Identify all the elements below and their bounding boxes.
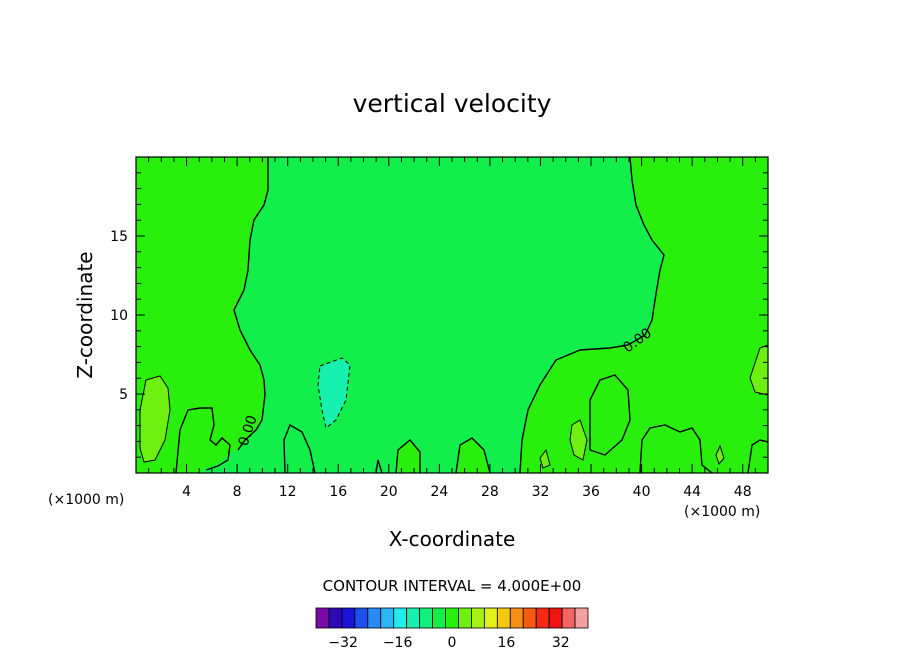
x-tick-label: 20 [380, 484, 398, 500]
colorbar-tick-label: −16 [383, 635, 413, 651]
x-tick-label: 24 [430, 484, 448, 500]
region-negative-bottom-3 [456, 438, 490, 473]
colorbar-swatch [483, 607, 498, 629]
colorbar-swatch [445, 607, 459, 629]
contour-strong-1 [139, 375, 171, 463]
x-tick-label: 40 [633, 484, 651, 500]
colorbar-swatch [354, 607, 369, 629]
region-negative [318, 358, 350, 428]
region-negative-bottom-4 [590, 375, 630, 455]
contour-right [519, 157, 665, 473]
x-tick-label: 44 [683, 484, 701, 500]
region-positive-strong-2 [750, 345, 768, 395]
x-tick-label: 48 [734, 484, 752, 500]
colorbar-swatch [522, 607, 537, 629]
colorbar-swatch [393, 607, 408, 629]
y-tick-labels: 5 10 15 [110, 229, 128, 403]
colorbar-tick-label: −32 [328, 635, 358, 651]
region-small-1 [570, 420, 587, 460]
contour-interval-text: CONTOUR INTERVAL = 4.000E+00 [323, 577, 582, 595]
contour-bottom-8 [375, 459, 383, 473]
x-tick-label: 36 [582, 484, 600, 500]
y-tick-label: 10 [110, 308, 128, 324]
contour-bottom-5 [175, 407, 231, 473]
y-axis-label: Z-coordinate [73, 251, 97, 378]
colorbar-swatch [471, 607, 485, 629]
region-small-2 [540, 450, 550, 468]
colorbar-swatch [406, 607, 421, 629]
colorbar-swatch [458, 607, 472, 629]
colorbar-swatch [496, 607, 511, 629]
colorbar-swatch [315, 607, 330, 629]
chart-title: vertical velocity [353, 89, 552, 118]
colorbar-swatch [561, 607, 576, 629]
x-tick-label: 28 [481, 484, 499, 500]
x-tick-label: 16 [329, 484, 347, 500]
region-negative-bottom-2 [396, 440, 420, 473]
x-unit-left: (×1000 m) [48, 492, 124, 508]
contour-small-2 [715, 444, 725, 466]
contour-bottom-3 [455, 437, 491, 473]
region-positive-right [520, 157, 768, 473]
colorbar-tick-label: 0 [448, 635, 457, 651]
contour-small-1 [569, 419, 588, 461]
x-tick-label: 12 [279, 484, 297, 500]
contour-bottom-4 [589, 374, 631, 456]
colorbar-swatch [380, 607, 395, 629]
contour-left [233, 157, 269, 451]
x-unit-right: (×1000 m) [684, 504, 760, 520]
colorbar-swatch [535, 607, 550, 629]
contour-negative [317, 357, 351, 429]
x-tick-label: 4 [182, 484, 191, 500]
region-negative-bottom-1 [284, 425, 315, 473]
colorbar-swatch [328, 607, 343, 629]
colorbar-swatch [509, 607, 524, 629]
contour-bottom-1 [283, 423, 316, 473]
axis-ticks [136, 157, 768, 473]
contour-bottom-2 [395, 439, 421, 473]
colorbar-tick-labels: −32 −16 0 16 32 [328, 635, 569, 651]
colorbar-swatch [419, 607, 433, 629]
colorbar-swatch [367, 607, 382, 629]
y-tick-label: 15 [110, 229, 128, 245]
x-tick-label: 8 [233, 484, 242, 500]
colorbar-swatch [432, 607, 446, 629]
plot-area: 0.00 0.00 [136, 157, 768, 473]
colorbar-swatch [574, 607, 589, 629]
y-tick-label: 5 [119, 387, 128, 403]
colorbar [315, 607, 589, 629]
colorbar-swatch [548, 607, 563, 629]
x-tick-label: 32 [532, 484, 550, 500]
colorbar-tick-label: 16 [497, 635, 515, 651]
x-tick-labels: 4 8 12 16 20 24 28 32 36 40 44 48 [182, 484, 752, 500]
contour-bottom-6 [639, 424, 713, 473]
contour-small-3 [539, 448, 551, 469]
colorbar-tick-label: 32 [552, 635, 570, 651]
region-positive-strong-1 [140, 376, 170, 462]
colorbar-swatch [341, 607, 356, 629]
x-axis-label: X-coordinate [389, 527, 516, 551]
